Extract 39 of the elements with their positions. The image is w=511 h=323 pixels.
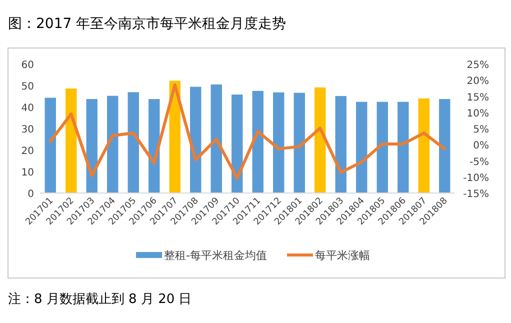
bar xyxy=(439,99,450,193)
bar xyxy=(418,98,430,193)
bar xyxy=(356,102,368,193)
bar xyxy=(128,92,139,193)
y2-tick-label: -15% xyxy=(463,189,489,200)
bar xyxy=(273,92,284,193)
legend-label: 整租-每平米租金均值 xyxy=(164,249,267,262)
bar xyxy=(44,98,56,193)
y2-tick-label: 10% xyxy=(466,108,489,120)
line-series xyxy=(48,83,446,180)
y2-tick-label: 5% xyxy=(473,124,489,136)
bar xyxy=(314,87,326,193)
y-tick-label: 60 xyxy=(21,60,34,71)
legend-label: 每平米涨幅 xyxy=(314,249,370,262)
bar xyxy=(335,96,346,193)
bar xyxy=(294,92,305,193)
y2-tick-label: 25% xyxy=(466,60,489,71)
y2-tick-label: 20% xyxy=(466,76,489,88)
y2-tick-label: 15% xyxy=(466,92,489,104)
y2-tick-label: 0% xyxy=(473,140,489,152)
bar xyxy=(376,102,388,193)
bar xyxy=(66,88,77,193)
bar xyxy=(252,90,264,193)
y-tick-label: 0 xyxy=(28,189,34,200)
y-tick-label: 40 xyxy=(21,103,34,114)
bar xyxy=(190,86,202,193)
bar xyxy=(107,96,118,193)
y2-tick-label: -10% xyxy=(463,172,489,184)
bar xyxy=(398,102,409,193)
y-tick-label: 10 xyxy=(21,168,34,178)
bar xyxy=(210,84,222,193)
y-tick-label: 50 xyxy=(21,82,34,92)
text: 注：8 月数据截止到 8 月 20 日 xyxy=(8,292,192,307)
bar xyxy=(232,94,243,193)
title: 图：2017 年至今南京市每平米租金月度走势 xyxy=(8,16,286,32)
y-tick-label: 30 xyxy=(21,124,34,136)
y2-tick-label: -5% xyxy=(470,156,489,168)
y-tick-label: 20 xyxy=(21,146,34,157)
bar xyxy=(86,99,98,193)
